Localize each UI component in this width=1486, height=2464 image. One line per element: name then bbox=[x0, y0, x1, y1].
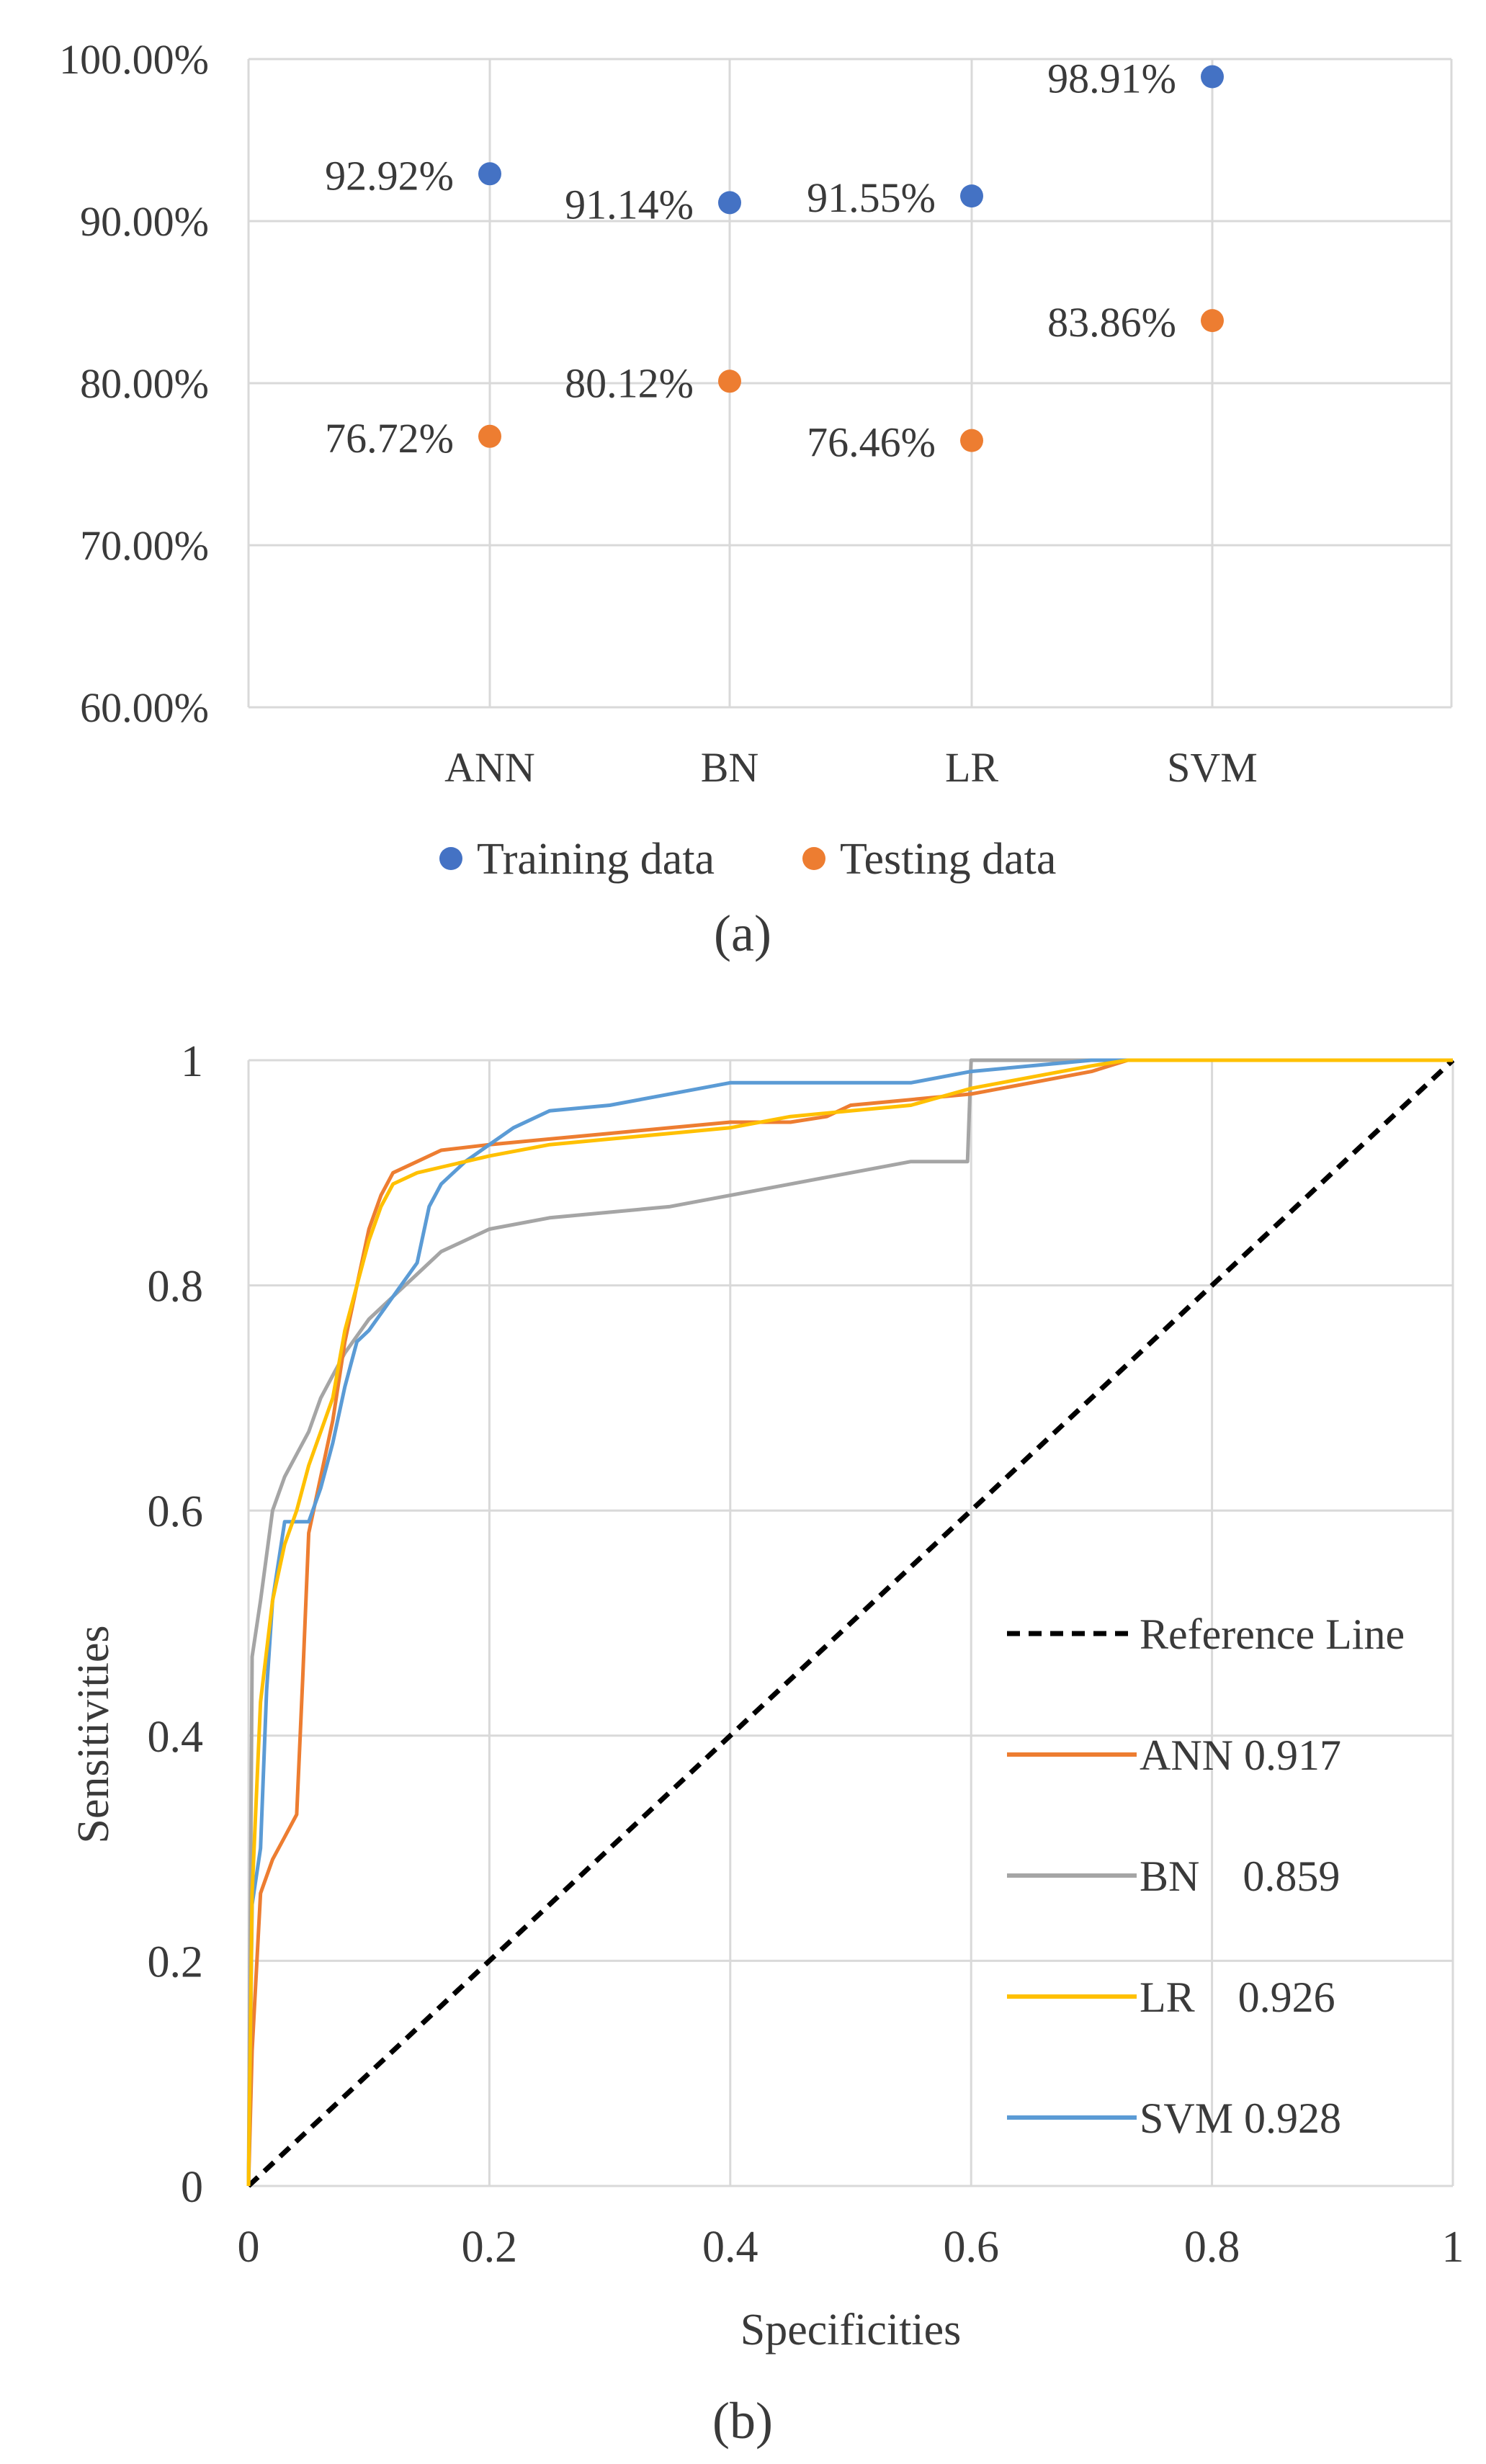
panel-a-data-label: 91.55% bbox=[807, 174, 936, 221]
panel-b-legend-label: Reference Line bbox=[1140, 1610, 1405, 1658]
panel-b-x-tick-label: 0.4 bbox=[702, 2223, 758, 2272]
panel-a-y-tick-label: 60.00% bbox=[80, 684, 209, 731]
panel-a-data-label: 98.91% bbox=[1047, 55, 1176, 102]
panel-b-x-tick-label: 0.6 bbox=[943, 2223, 999, 2272]
panel-a-data-label: 91.14% bbox=[565, 181, 694, 228]
panel-a-point bbox=[478, 424, 501, 448]
panel-b-x-tick-label: 0.2 bbox=[462, 2223, 518, 2272]
panel-b-legend-label: ANN 0.917 bbox=[1140, 1731, 1341, 1779]
panel-b-curve-lr bbox=[246, 1058, 1453, 2187]
panel-a-point bbox=[1201, 65, 1224, 89]
panel-a-data-label: 76.72% bbox=[325, 415, 454, 462]
panel-b-curve-reference-line bbox=[246, 1058, 1455, 2188]
panel-b-roc-chart: 0 0.2 0.4 0.6 0.8 1 0 0.2 0.4 0.6 0.8 1 Reference … bbox=[69, 1037, 1464, 2450]
panel-a-y-tick-label: 80.00% bbox=[80, 360, 209, 407]
panel-a-data-label: 80.12% bbox=[565, 359, 694, 406]
panel-b-y-tick-label: 0.4 bbox=[148, 1713, 204, 1762]
panel-b-x-tick-label: 0.8 bbox=[1184, 2223, 1240, 2272]
panel-b-y-axis-label: Sensitivities bbox=[69, 1625, 118, 1843]
panel-a-y-tick-labels: 60.00% 70.00% 80.00% 90.00% 100.00% bbox=[59, 36, 209, 731]
panel-b-legend-label: LR 0.926 bbox=[1140, 1974, 1335, 2021]
panel-b-gridlines bbox=[247, 1059, 1454, 2187]
panel-b-y-tick-label: 0.2 bbox=[148, 1937, 204, 1986]
panel-a-point bbox=[718, 369, 741, 393]
panel-a-point bbox=[1201, 309, 1224, 333]
panel-a-data-label: 76.46% bbox=[807, 419, 936, 466]
panel-b-x-tick-label: 0 bbox=[238, 2223, 260, 2272]
panel-a-point bbox=[718, 191, 741, 215]
panel-a-data-label: 92.92% bbox=[325, 152, 454, 199]
panel-b-legend-label: SVM 0.928 bbox=[1140, 2095, 1341, 2142]
panel-b-y-tick-label: 1 bbox=[181, 1037, 203, 1086]
panel-a-caption: (a) bbox=[714, 905, 771, 962]
panel-b-x-tick-label: 1 bbox=[1442, 2223, 1464, 2272]
panel-b-caption: (b) bbox=[712, 2392, 773, 2450]
panel-a-accuracy-chart: 60.00% 70.00% 80.00% 90.00% 100.00% ANN BN LR S… bbox=[59, 36, 1453, 962]
panel-b-x-tick-labels: 0 0.2 0.4 0.6 0.8 1 bbox=[238, 2223, 1464, 2272]
panel-b-y-tick-label: 0.8 bbox=[148, 1263, 204, 1312]
panel-a-legend-marker bbox=[439, 847, 462, 870]
panel-a-legend: Training data Testing data bbox=[439, 835, 1056, 884]
panel-a-data-label: 83.86% bbox=[1047, 299, 1176, 346]
panel-b-y-tick-labels: 0 0.2 0.4 0.6 0.8 1 bbox=[148, 1037, 204, 2212]
panel-b-curve-ann bbox=[246, 1058, 1453, 2187]
panel-b-curve-svm bbox=[246, 1058, 1453, 2187]
panel-a-y-tick-label: 100.00% bbox=[59, 36, 209, 83]
panel-a-legend-label: Training data bbox=[477, 835, 715, 884]
panel-a-points: 92.92% 91.14% 91.55% 98.91% 76.72% 80.12% 76.4… bbox=[325, 55, 1224, 466]
panel-b-y-tick-label: 0 bbox=[181, 2163, 203, 2212]
panel-a-point bbox=[960, 184, 983, 208]
panel-a-x-tick-label: ANN bbox=[444, 744, 535, 791]
panel-b-curve-bn bbox=[246, 1058, 1453, 2187]
panel-b-legend: Reference Line ANN 0.917 BN 0.859 LR 0.926 S… bbox=[1007, 1610, 1405, 2142]
panel-b-legend-label: BN 0.859 bbox=[1140, 1853, 1340, 1900]
panel-a-x-tick-label: BN bbox=[701, 744, 759, 791]
panel-a-x-tick-label: SVM bbox=[1167, 744, 1258, 791]
panel-a-legend-label: Testing data bbox=[840, 835, 1056, 884]
panel-a-point bbox=[960, 429, 983, 452]
panel-a-x-tick-label: LR bbox=[945, 744, 998, 791]
panel-b-x-axis-label: Specificities bbox=[740, 2306, 961, 2355]
panel-a-x-tick-labels: ANN BN LR SVM bbox=[444, 744, 1258, 791]
panel-a-y-tick-label: 70.00% bbox=[80, 522, 209, 569]
panel-a-legend-marker bbox=[802, 847, 825, 870]
panel-b-y-tick-label: 0.6 bbox=[148, 1487, 204, 1536]
panel-b-curves bbox=[246, 1058, 1455, 2188]
panel-a-y-tick-label: 90.00% bbox=[80, 198, 209, 245]
panel-a-point bbox=[478, 162, 501, 186]
